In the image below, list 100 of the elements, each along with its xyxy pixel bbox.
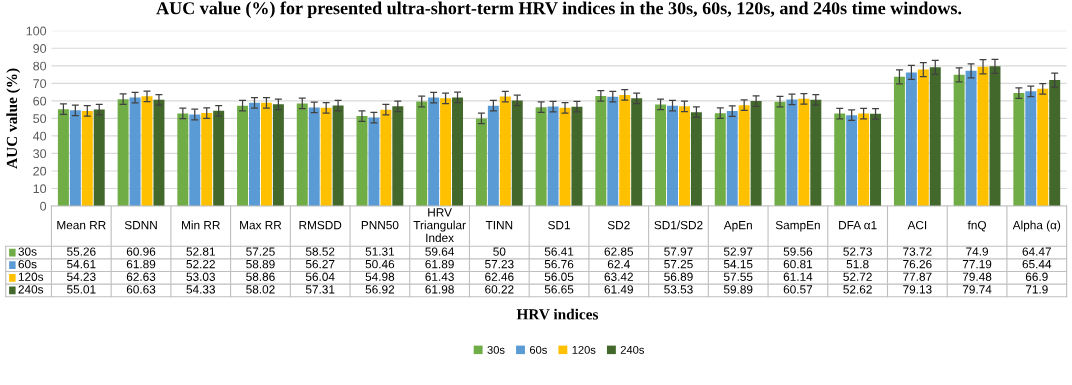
text: 60s — [529, 345, 547, 354]
data-label: 61.89 — [126, 259, 156, 269]
x-tick-label: ApEn — [723, 221, 752, 232]
data-label: 56.76 — [544, 259, 574, 269]
data-label: 53.03 — [186, 272, 215, 281]
data-label: 56.05 — [544, 272, 574, 281]
data-label: 56.92 — [365, 285, 395, 294]
data-label: 77.87 — [903, 272, 932, 281]
data-label: 63.42 — [604, 272, 633, 281]
data-label: 66.9 — [1025, 272, 1048, 281]
y-tick-label: 20 — [33, 166, 47, 176]
data-label: 77.19 — [962, 259, 992, 269]
x-tick-label: TINN — [485, 221, 513, 230]
legend-label: 120s — [18, 272, 44, 281]
data-label: 56.41 — [544, 247, 574, 256]
x-tick-label: fnQ — [967, 220, 987, 232]
x-axis-title: HRV indices — [516, 308, 599, 320]
data-label: 57.97 — [664, 247, 693, 256]
y-tick-label: 70 — [33, 79, 47, 88]
x-tick-label: HRV Triangular Index — [413, 208, 466, 243]
x-tick-label: Min RR — [182, 220, 220, 230]
data-label: 79.74 — [962, 285, 992, 294]
data-label: 62.85 — [604, 247, 634, 256]
x-tick-label: RMSDD — [299, 220, 342, 230]
y-tick-label: 40 — [32, 131, 47, 141]
data-label: 52.73 — [843, 247, 872, 256]
data-label: 61.98 — [425, 285, 454, 294]
x-tick-label: SampEn — [775, 220, 820, 232]
y-tick-label: 90 — [33, 44, 47, 53]
data-label: 57.31 — [305, 285, 335, 294]
data-label: 60.96 — [126, 247, 156, 256]
data-label: 50 — [493, 247, 506, 256]
data-label: 59.89 — [723, 285, 753, 294]
text: 120s — [572, 345, 596, 354]
y-axis-title: AUC value (%) — [6, 68, 21, 169]
legend-label: 30s — [18, 247, 37, 256]
data-label: 61.89 — [425, 259, 454, 269]
data-label: 54.61 — [67, 259, 96, 269]
data-label: 79.48 — [962, 272, 992, 281]
data-label: 50.46 — [365, 259, 395, 269]
data-label: 58.89 — [246, 259, 275, 269]
y-tick-label: 80 — [33, 61, 47, 71]
data-label: 62.4 — [607, 259, 630, 269]
data-label: 52.62 — [843, 285, 872, 294]
data-label: 62.46 — [485, 272, 514, 281]
data-label: 55.01 — [67, 285, 96, 294]
data-label: 57.55 — [723, 272, 753, 281]
y-tick-label: 10 — [33, 184, 47, 194]
text: 30s — [487, 345, 505, 354]
data-label: 52.72 — [843, 272, 872, 281]
y-tick-label: 50 — [33, 114, 47, 124]
x-tick-label: Max RR — [240, 221, 282, 230]
data-label: 61.49 — [604, 285, 633, 294]
data-label: 59.64 — [425, 247, 455, 256]
text: 240s — [620, 345, 644, 354]
data-label: 52.22 — [186, 259, 215, 269]
x-tick-label: SDNN — [124, 220, 157, 230]
data-label: 54.15 — [723, 260, 753, 269]
data-label: 54.23 — [67, 272, 96, 281]
data-label: 56.27 — [305, 259, 335, 269]
chart-title: AUC value (%) for presented ultra-short-term HRV indices in the 30s, 60s, 120s, and 240s time windows. — [156, 1, 962, 18]
data-label: 57.25 — [664, 259, 693, 269]
data-label: 60.81 — [783, 259, 813, 269]
data-label: 73.72 — [903, 247, 932, 256]
legend-label: 60s — [18, 259, 37, 269]
data-label: 61.43 — [425, 272, 454, 281]
legend-label: 240s — [18, 285, 44, 294]
data-label: 79.13 — [903, 285, 932, 294]
x-tick-label: SD1 — [548, 220, 570, 230]
data-label: 58.86 — [246, 272, 275, 281]
data-label: 56.89 — [664, 272, 693, 281]
data-label: 60.22 — [485, 285, 514, 294]
data-label: 55.26 — [67, 247, 96, 256]
data-label: 71.9 — [1025, 285, 1048, 294]
data-label: 60.63 — [126, 285, 156, 294]
y-tick-label: 30 — [33, 149, 47, 159]
data-label: 62.63 — [126, 272, 156, 281]
x-tick-label: Mean RR — [57, 221, 106, 230]
data-label: 51.8 — [846, 259, 869, 269]
data-label: 56.04 — [305, 272, 335, 281]
data-label: 52.81 — [186, 247, 215, 256]
data-label: 58.02 — [246, 285, 275, 294]
y-tick-label: 60 — [33, 96, 47, 106]
x-tick-label: PNN50 — [361, 220, 399, 230]
x-tick-label: SD2 — [607, 220, 630, 230]
x-tick-label: ACI — [907, 220, 927, 230]
data-label: 54.98 — [365, 272, 395, 281]
data-label: 54.33 — [186, 285, 215, 294]
data-label: 64.47 — [1022, 247, 1051, 256]
data-label: 51.31 — [365, 247, 395, 256]
data-label: 59.56 — [783, 247, 813, 256]
data-label: 58.52 — [305, 247, 335, 256]
data-label: 53.53 — [664, 285, 693, 294]
x-tick-label: DFA α1 — [839, 221, 877, 230]
data-label: 74.9 — [966, 247, 988, 256]
data-label: 52.97 — [723, 247, 753, 256]
x-tick-label: Alpha (α) — [1012, 220, 1061, 232]
data-label: 57.23 — [485, 259, 514, 269]
data-label: 57.25 — [246, 247, 275, 256]
data-label: 76.26 — [903, 259, 932, 269]
